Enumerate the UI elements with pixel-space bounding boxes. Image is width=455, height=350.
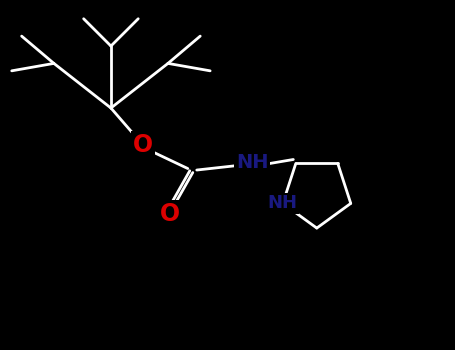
Text: O: O [133, 133, 153, 157]
Text: NH: NH [236, 153, 268, 172]
Text: O: O [159, 202, 180, 226]
Text: NH: NH [268, 194, 298, 212]
